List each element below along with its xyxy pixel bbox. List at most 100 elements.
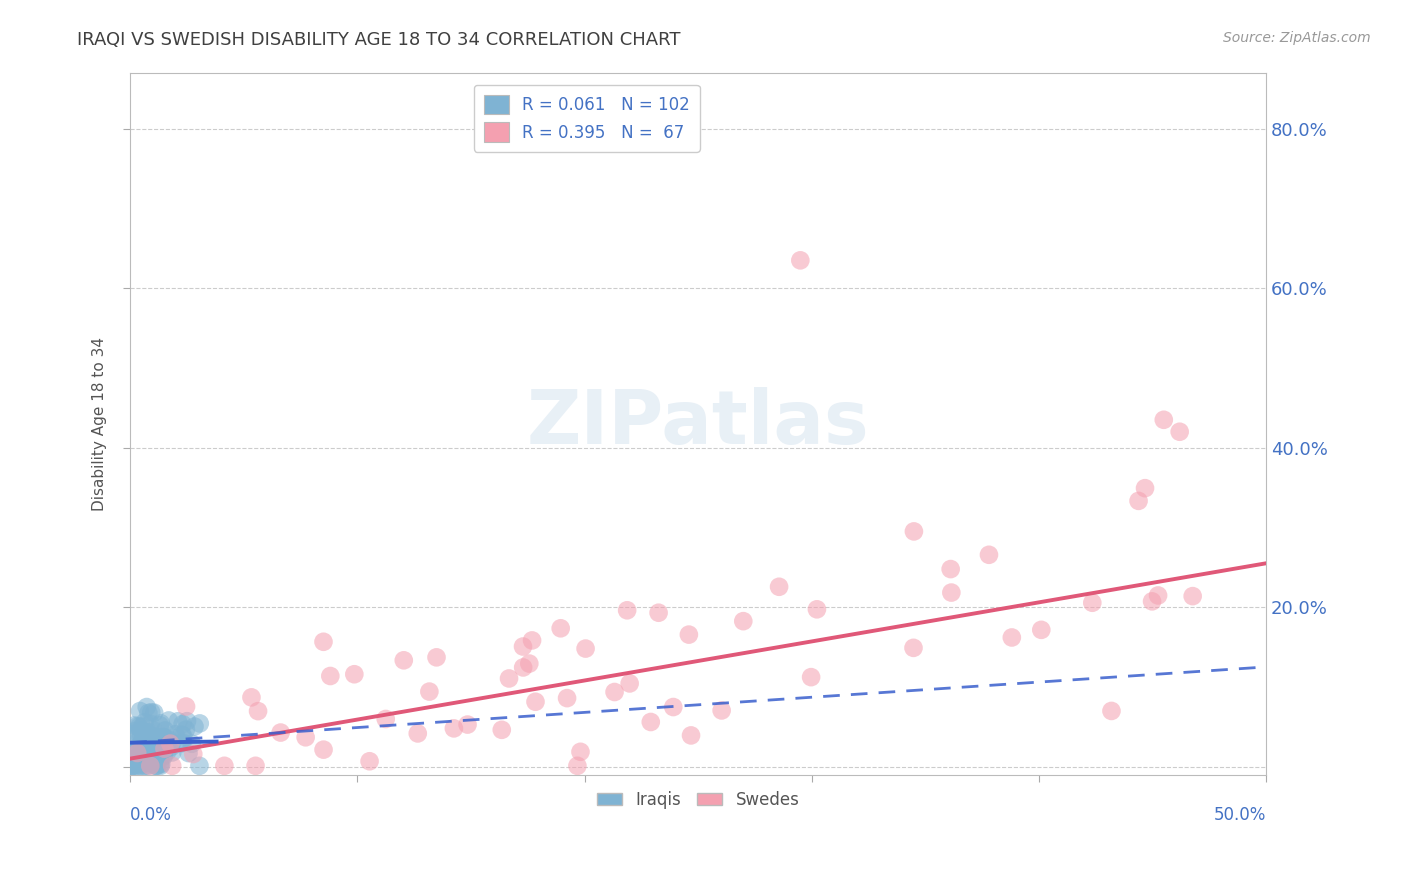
- Legend: Iraqis, Swedes: Iraqis, Swedes: [591, 784, 806, 815]
- Point: [128, 743, 150, 757]
- Point: [160, 759, 183, 773]
- Point: [124, 724, 146, 739]
- Point: [152, 730, 174, 744]
- Point: [162, 731, 184, 745]
- Point: [146, 733, 169, 747]
- Point: [789, 253, 811, 268]
- Point: [153, 730, 176, 744]
- Point: [567, 759, 589, 773]
- Point: [128, 720, 150, 734]
- Point: [374, 712, 396, 726]
- Point: [1140, 594, 1163, 608]
- Point: [153, 741, 176, 756]
- Point: [127, 746, 149, 760]
- Point: [903, 640, 925, 655]
- Point: [174, 699, 197, 714]
- Point: [457, 717, 479, 731]
- Point: [121, 756, 143, 771]
- Point: [491, 723, 513, 737]
- Point: [170, 727, 193, 741]
- Point: [122, 759, 145, 773]
- Point: [122, 759, 145, 773]
- Point: [136, 759, 159, 773]
- Point: [1081, 596, 1104, 610]
- Point: [131, 741, 153, 756]
- Point: [768, 580, 790, 594]
- Point: [132, 745, 155, 759]
- Point: [247, 704, 270, 718]
- Point: [1133, 481, 1156, 495]
- Point: [122, 759, 145, 773]
- Point: [139, 740, 162, 755]
- Point: [647, 606, 669, 620]
- Point: [1181, 589, 1204, 603]
- Point: [294, 731, 316, 745]
- Point: [143, 735, 166, 749]
- Point: [143, 742, 166, 756]
- Point: [1153, 413, 1175, 427]
- Point: [181, 747, 204, 761]
- Point: [312, 634, 335, 648]
- Point: [172, 717, 194, 731]
- Point: [443, 722, 465, 736]
- Point: [139, 752, 162, 766]
- Point: [524, 695, 547, 709]
- Point: [134, 759, 156, 773]
- Point: [146, 759, 169, 773]
- Point: [806, 602, 828, 616]
- Point: [121, 759, 143, 773]
- Point: [134, 730, 156, 744]
- Point: [132, 736, 155, 750]
- Point: [121, 756, 143, 770]
- Point: [149, 716, 172, 731]
- Text: IRAQI VS SWEDISH DISABILITY AGE 18 TO 34 CORRELATION CHART: IRAQI VS SWEDISH DISABILITY AGE 18 TO 34…: [77, 31, 681, 49]
- Point: [662, 700, 685, 714]
- Point: [145, 759, 167, 773]
- Point: [392, 653, 415, 667]
- Point: [121, 747, 143, 761]
- Point: [125, 755, 148, 769]
- Point: [139, 716, 162, 731]
- Point: [139, 759, 162, 773]
- Point: [138, 755, 160, 769]
- Point: [145, 759, 167, 773]
- Point: [135, 753, 157, 767]
- Point: [132, 726, 155, 740]
- Point: [149, 718, 172, 732]
- Point: [159, 737, 181, 751]
- Point: [1031, 623, 1053, 637]
- Point: [167, 714, 190, 729]
- Point: [512, 640, 534, 654]
- Point: [678, 627, 700, 641]
- Point: [150, 730, 173, 744]
- Point: [270, 725, 292, 739]
- Point: [131, 733, 153, 747]
- Point: [121, 727, 143, 741]
- Point: [170, 736, 193, 750]
- Point: [134, 715, 156, 730]
- Point: [141, 706, 163, 720]
- Point: [214, 759, 236, 773]
- Point: [128, 748, 150, 763]
- Point: [157, 732, 180, 747]
- Point: [240, 690, 263, 705]
- Point: [136, 728, 159, 742]
- Point: [941, 585, 963, 599]
- Point: [122, 718, 145, 732]
- Point: [733, 614, 755, 628]
- Point: [148, 734, 170, 748]
- Point: [343, 667, 366, 681]
- Point: [165, 727, 187, 741]
- Point: [160, 739, 183, 754]
- Point: [188, 759, 211, 773]
- Point: [125, 759, 148, 773]
- Point: [512, 660, 534, 674]
- Point: [141, 733, 163, 747]
- Point: [156, 744, 179, 758]
- Point: [134, 744, 156, 758]
- Point: [138, 733, 160, 747]
- Text: 0.0%: 0.0%: [131, 806, 172, 824]
- Point: [127, 719, 149, 733]
- Point: [129, 759, 152, 773]
- Point: [120, 746, 142, 760]
